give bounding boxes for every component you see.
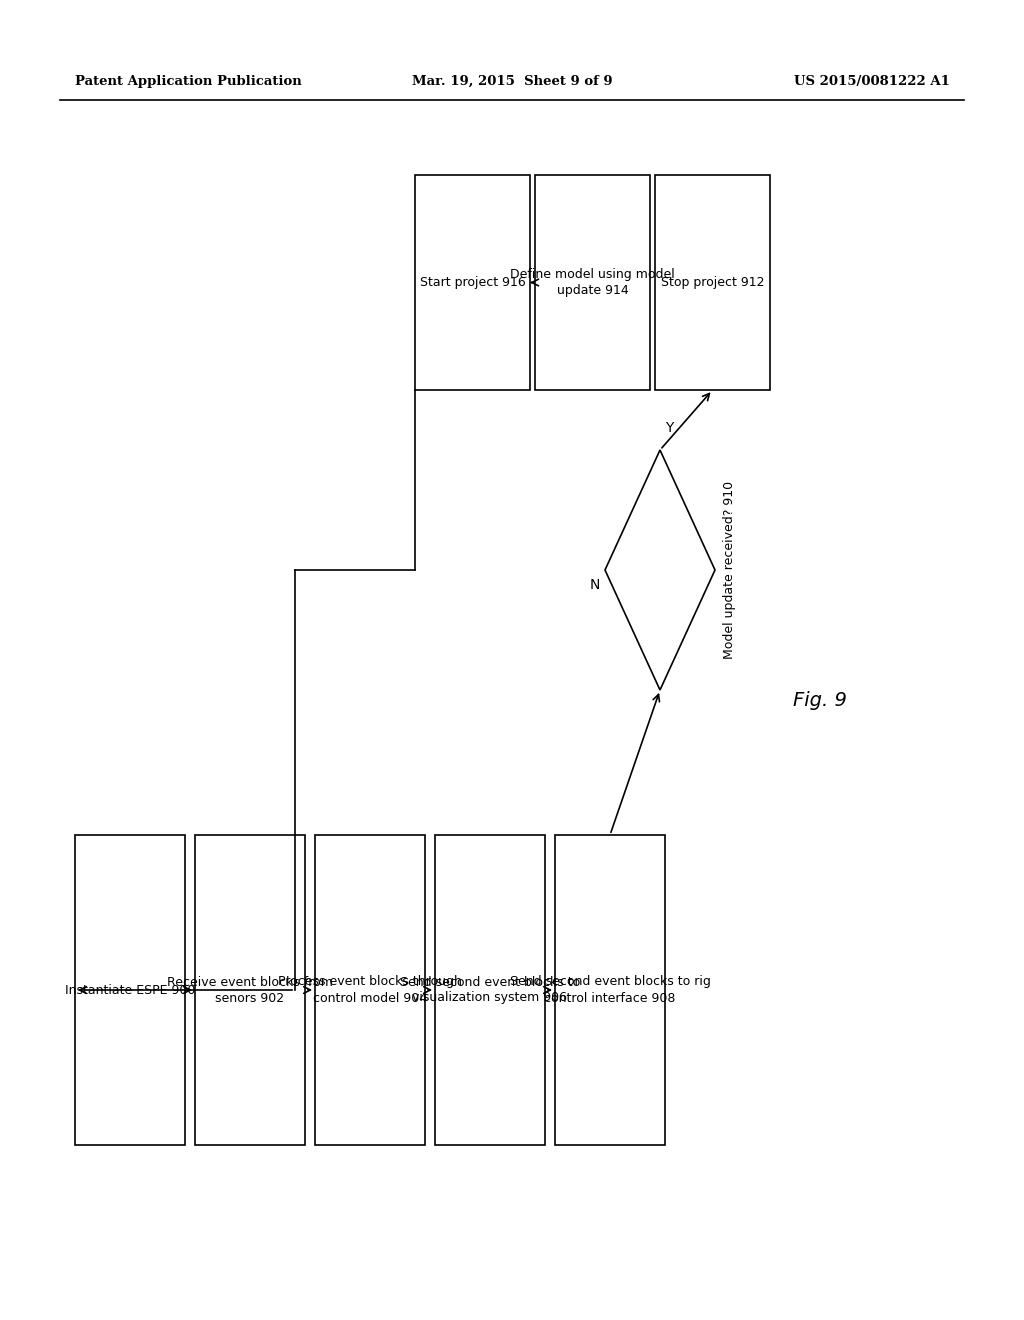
Bar — [195, 836, 305, 1144]
Text: Fig. 9: Fig. 9 — [793, 690, 847, 710]
Text: Instantiate ESPE 900: Instantiate ESPE 900 — [65, 983, 196, 997]
Bar — [655, 176, 770, 389]
Text: Stop project 912: Stop project 912 — [660, 276, 764, 289]
Text: N: N — [590, 578, 600, 591]
Text: Y: Y — [665, 421, 674, 436]
Text: Send second event blocks to
visualization system 906: Send second event blocks to visualizatio… — [400, 975, 581, 1005]
Bar — [75, 836, 185, 1144]
Text: Process event blocks through
control model 904: Process event blocks through control mod… — [279, 975, 462, 1005]
Text: US 2015/0081222 A1: US 2015/0081222 A1 — [795, 75, 950, 88]
Bar — [535, 176, 650, 389]
Bar — [435, 836, 545, 1144]
Bar — [315, 836, 425, 1144]
Text: Start project 916: Start project 916 — [420, 276, 525, 289]
Polygon shape — [605, 450, 715, 690]
Text: Send second event blocks to rig
control interface 908: Send second event blocks to rig control … — [510, 975, 711, 1005]
Bar — [555, 836, 665, 1144]
Text: Model update received? 910: Model update received? 910 — [723, 480, 736, 659]
Text: Patent Application Publication: Patent Application Publication — [75, 75, 302, 88]
Text: Mar. 19, 2015  Sheet 9 of 9: Mar. 19, 2015 Sheet 9 of 9 — [412, 75, 612, 88]
Text: Define model using model
update 914: Define model using model update 914 — [510, 268, 675, 297]
Text: Receive event blocks from
senors 902: Receive event blocks from senors 902 — [167, 975, 333, 1005]
Bar — [415, 176, 530, 389]
